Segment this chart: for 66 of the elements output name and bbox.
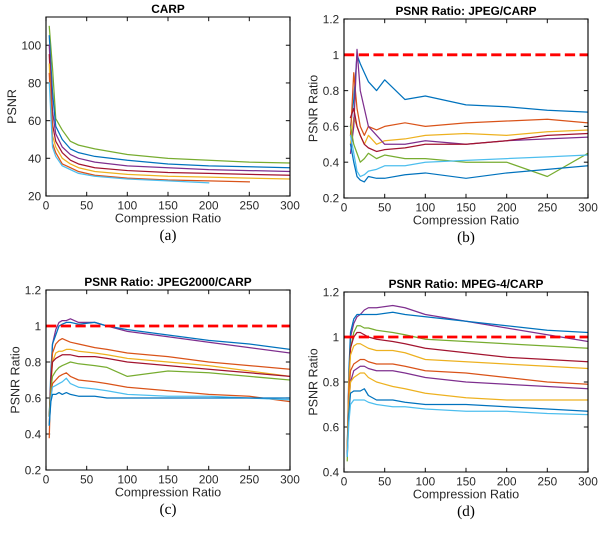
y-tick-label: 0.6 [25, 394, 41, 402]
x-tick-label: 300 [280, 201, 300, 210]
x-axis-title: Compression Ratio [413, 215, 519, 227]
chart-title: PSNR Ratio: JPEG2000/CARP [85, 277, 252, 286]
y-axis-title: PSNR [7, 90, 16, 123]
y-axis-title: PSNR Ratio [308, 348, 318, 415]
x-tick-label: 100 [118, 475, 137, 484]
x-tick-label: 50 [378, 203, 391, 212]
y-tick-label: 0.8 [25, 358, 41, 366]
text: (a) [160, 229, 176, 244]
x-tick-label: 0 [43, 475, 49, 484]
y-tick-label: 1.2 [26, 286, 41, 294]
y-tick-label: 20 [28, 192, 41, 200]
x-tick-label: 200 [199, 201, 218, 210]
x-tick-label: 150 [457, 477, 476, 486]
y-tick-label: 0.4 [25, 430, 41, 438]
y-tick-label: 1 [333, 333, 339, 342]
x-tick-label: 100 [416, 477, 435, 486]
x-tick-label: 50 [80, 475, 93, 484]
x-tick-label: 300 [578, 203, 598, 212]
y-tick-label: 0.4 [323, 468, 339, 476]
y-tick-label: 0.6 [323, 122, 339, 131]
x-axis-title: Compression Ratio [115, 487, 221, 499]
chart-title: CARP [152, 4, 184, 13]
x-tick-label: 0 [341, 477, 347, 486]
x-tick-label: 250 [538, 477, 557, 486]
chart-title: PSNR Ratio: JPEG/CARP [396, 6, 536, 16]
x-tick-label: 0 [43, 201, 49, 210]
y-tick-label: 0.8 [323, 378, 339, 386]
y-tick-label: 100 [22, 41, 41, 50]
y-tick-label: 1.2 [324, 15, 339, 24]
y-tick-label: 0.2 [323, 194, 339, 202]
y-axis-title: PSNR Ratio [10, 346, 20, 413]
y-tick-label: 1.2 [324, 288, 339, 296]
text: (d) [458, 505, 474, 520]
y-tick-label: 0.8 [323, 86, 339, 95]
x-tick-label: 50 [80, 201, 93, 210]
x-tick-label: 0 [341, 203, 347, 212]
x-axis-title: Compression Ratio [413, 489, 519, 501]
x-tick-label: 200 [497, 477, 516, 486]
y-tick-label: 40 [28, 154, 41, 163]
x-tick-label: 250 [240, 201, 259, 210]
x-tick-label: 100 [416, 203, 435, 212]
text: (b) [458, 231, 474, 246]
x-axis-title: Compression Ratio [115, 213, 221, 225]
x-tick-label: 300 [578, 477, 598, 486]
y-tick-label: 60 [28, 116, 41, 126]
y-tick-label: 80 [28, 78, 41, 88]
x-tick-label: 300 [280, 475, 300, 484]
x-tick-label: 100 [118, 201, 137, 210]
y-tick-label: 1 [35, 322, 41, 330]
text: (c) [160, 503, 176, 518]
x-tick-label: 200 [199, 475, 218, 484]
x-tick-label: 250 [240, 475, 259, 484]
x-tick-label: 150 [159, 475, 178, 484]
y-tick-label: 0.6 [323, 423, 339, 432]
chart-title: PSNR Ratio: MPEG-4/CARP [389, 279, 543, 288]
y-tick-label: 0.4 [323, 158, 339, 167]
x-tick-label: 250 [538, 203, 557, 212]
y-tick-label: 1 [333, 50, 339, 60]
y-axis-title: PSNR Ratio [308, 75, 318, 142]
y-tick-label: 0.2 [25, 466, 41, 474]
x-tick-label: 150 [159, 201, 178, 210]
x-tick-label: 200 [497, 203, 516, 212]
x-tick-label: 150 [457, 203, 476, 212]
x-tick-label: 50 [378, 477, 391, 486]
